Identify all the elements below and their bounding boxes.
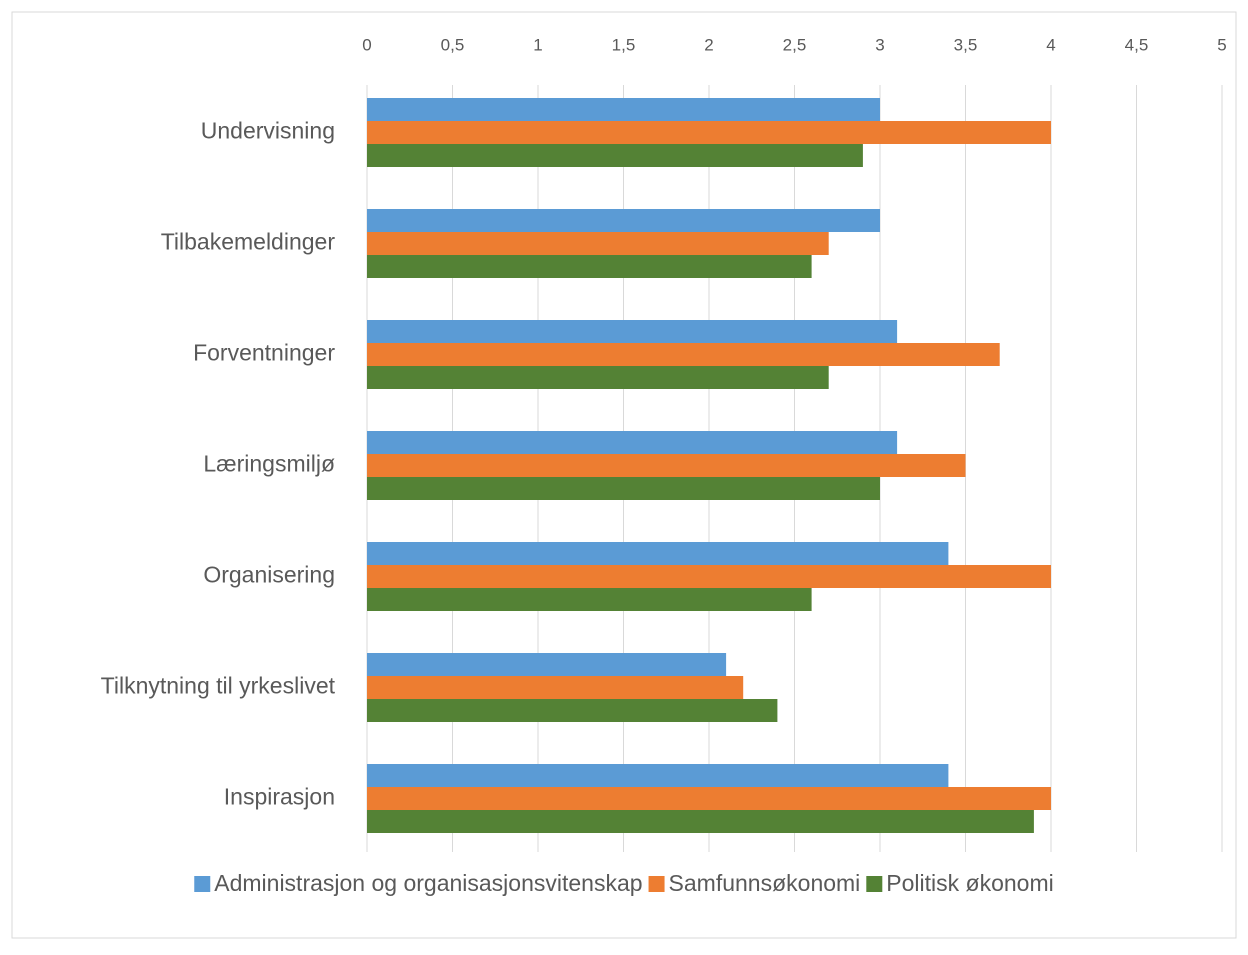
x-tick-label: 3,5 [954, 35, 978, 54]
bar [367, 144, 863, 167]
bar [367, 588, 812, 611]
x-tick-label: 2,5 [783, 35, 807, 54]
legend-swatch [194, 876, 211, 892]
bar [367, 542, 949, 565]
bar [367, 565, 1051, 588]
bar [367, 98, 880, 121]
x-tick-label: 1,5 [612, 35, 636, 54]
y-tick-label: Inspirasjon [224, 784, 335, 810]
bar [367, 366, 829, 389]
bar [367, 121, 1051, 144]
bar [367, 209, 880, 232]
y-tick-label: Undervisning [201, 118, 335, 144]
bar [367, 477, 880, 500]
bar [367, 454, 966, 477]
y-tick-label: Forventninger [193, 340, 335, 366]
bar [367, 255, 812, 278]
bar [367, 343, 1000, 366]
bar [367, 232, 829, 255]
x-tick-label: 0,5 [441, 35, 465, 54]
bar [367, 810, 1034, 833]
y-tick-label: Læringsmiljø [203, 451, 335, 477]
y-tick-label: Organisering [203, 562, 335, 588]
y-tick-label: Tilknytning til yrkeslivet [101, 673, 336, 699]
x-tick-label: 1 [533, 35, 542, 54]
bar [367, 320, 898, 343]
y-tick-label: Tilbakemeldinger [161, 229, 336, 255]
legend-swatch [866, 876, 883, 892]
bar [367, 699, 778, 722]
x-tick-label: 0 [362, 35, 371, 54]
bar [367, 676, 744, 699]
x-tick-label: 3 [875, 35, 884, 54]
bar [367, 764, 949, 787]
x-tick-label: 5 [1217, 35, 1226, 54]
legend-label: Samfunnsøkonomi [669, 870, 861, 896]
legend-label: Administrasjon og organisasjonsvitenskap [214, 870, 642, 896]
legend-label: Politisk økonomi [886, 870, 1053, 896]
x-tick-label: 4,5 [1125, 35, 1149, 54]
x-tick-label: 2 [704, 35, 713, 54]
bar [367, 431, 898, 454]
x-tick-label: 4 [1046, 35, 1055, 54]
legend-swatch [648, 876, 665, 892]
bar [367, 787, 1051, 810]
bar [367, 653, 727, 676]
